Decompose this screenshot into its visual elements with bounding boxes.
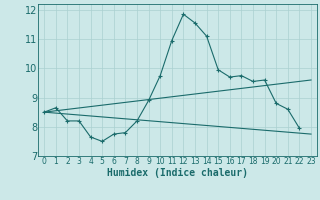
X-axis label: Humidex (Indice chaleur): Humidex (Indice chaleur) (107, 168, 248, 178)
